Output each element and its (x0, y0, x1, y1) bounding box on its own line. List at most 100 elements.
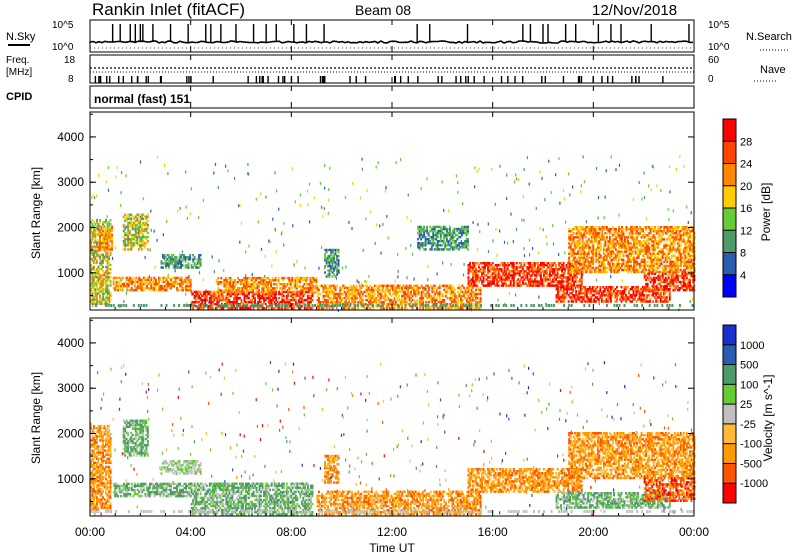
data-cell (567, 278, 570, 281)
scatter-cell (457, 181, 459, 184)
scatter-cell (667, 207, 669, 211)
data-cell (379, 296, 382, 300)
data-cell (586, 254, 589, 257)
data-cell (102, 269, 105, 273)
data-cell (401, 294, 404, 298)
data-cell (214, 303, 217, 306)
data-cell (435, 290, 438, 294)
data-cell (619, 242, 622, 245)
data-cell (445, 229, 448, 233)
data-cell (587, 260, 590, 264)
data-cell (578, 298, 581, 301)
data-cell (435, 231, 438, 235)
data-cell (540, 276, 542, 279)
data-cell (602, 268, 605, 272)
data-cell (145, 235, 148, 239)
data-cell (181, 254, 184, 257)
data-cell (473, 284, 476, 287)
scatter-cell (395, 161, 397, 164)
data-cell (94, 223, 97, 226)
data-cell (416, 303, 419, 306)
scatter-cell (494, 202, 496, 206)
data-cell (139, 246, 142, 249)
data-cell (625, 298, 627, 301)
data-cell (561, 274, 564, 277)
data-cell (472, 276, 474, 279)
data-cell (174, 276, 177, 280)
data-cell (615, 264, 617, 268)
data-cell (140, 231, 143, 235)
data-cell (568, 272, 571, 275)
data-cell (408, 294, 411, 298)
data-cell (124, 233, 127, 237)
data-cell (521, 272, 524, 275)
data-cell (584, 294, 587, 297)
data-cell (601, 232, 604, 235)
data-cell (99, 294, 102, 297)
data-cell (598, 236, 601, 239)
data-cell (408, 298, 411, 302)
data-cell (453, 231, 456, 235)
data-cell (512, 284, 515, 287)
scatter-cell (555, 173, 557, 177)
data-cell (460, 303, 462, 306)
data-cell (567, 266, 570, 269)
data-cell (552, 268, 555, 271)
data-cell (91, 302, 94, 305)
data-cell (357, 292, 360, 296)
scatter-cell (162, 233, 164, 237)
data-cell (309, 281, 312, 284)
data-cell (431, 305, 434, 308)
data-cell (425, 300, 428, 304)
data-cell (381, 284, 384, 288)
scatter-cell (248, 172, 250, 176)
data-cell (195, 300, 198, 304)
data-cell (558, 268, 561, 271)
data-cell (165, 278, 168, 282)
data-cell (578, 256, 581, 259)
data-cell (264, 292, 267, 296)
data-cell (581, 300, 584, 303)
data-cell (130, 280, 133, 284)
scatter-cell (307, 203, 309, 207)
scatter-cell (648, 184, 650, 188)
data-cell (457, 248, 460, 251)
data-cell (252, 283, 255, 286)
data-cell (572, 286, 575, 289)
data-cell (251, 298, 254, 302)
data-cell (103, 244, 106, 247)
data-cell (624, 248, 626, 251)
scatter-cell (366, 188, 368, 192)
data-cell (570, 268, 573, 271)
scatter-cell (240, 221, 242, 225)
data-cell (479, 292, 482, 296)
data-cell (106, 255, 109, 259)
data-cell (122, 215, 125, 218)
data-cell (434, 300, 437, 304)
data-cell (624, 242, 626, 245)
data-cell (607, 252, 610, 255)
data-cell (277, 276, 280, 280)
data-cell (105, 271, 108, 275)
data-cell (331, 263, 334, 266)
data-cell (420, 298, 423, 302)
data-cell (439, 240, 442, 243)
data-cell (316, 284, 319, 288)
data-cell (464, 244, 466, 247)
data-cell (382, 307, 385, 310)
data-cell (408, 305, 411, 308)
data-cell (97, 267, 100, 271)
data-cell (334, 275, 337, 278)
data-cell (177, 276, 180, 280)
data-cell (589, 262, 592, 266)
data-cell (147, 278, 150, 282)
data-cell (140, 223, 143, 227)
data-cell (240, 298, 243, 302)
data-cell (256, 287, 259, 290)
data-cell (105, 286, 108, 289)
data-cell (616, 242, 619, 245)
data-cell (182, 288, 185, 292)
data-cell (447, 231, 450, 235)
data-cell (503, 274, 506, 277)
data-cell (582, 296, 585, 299)
